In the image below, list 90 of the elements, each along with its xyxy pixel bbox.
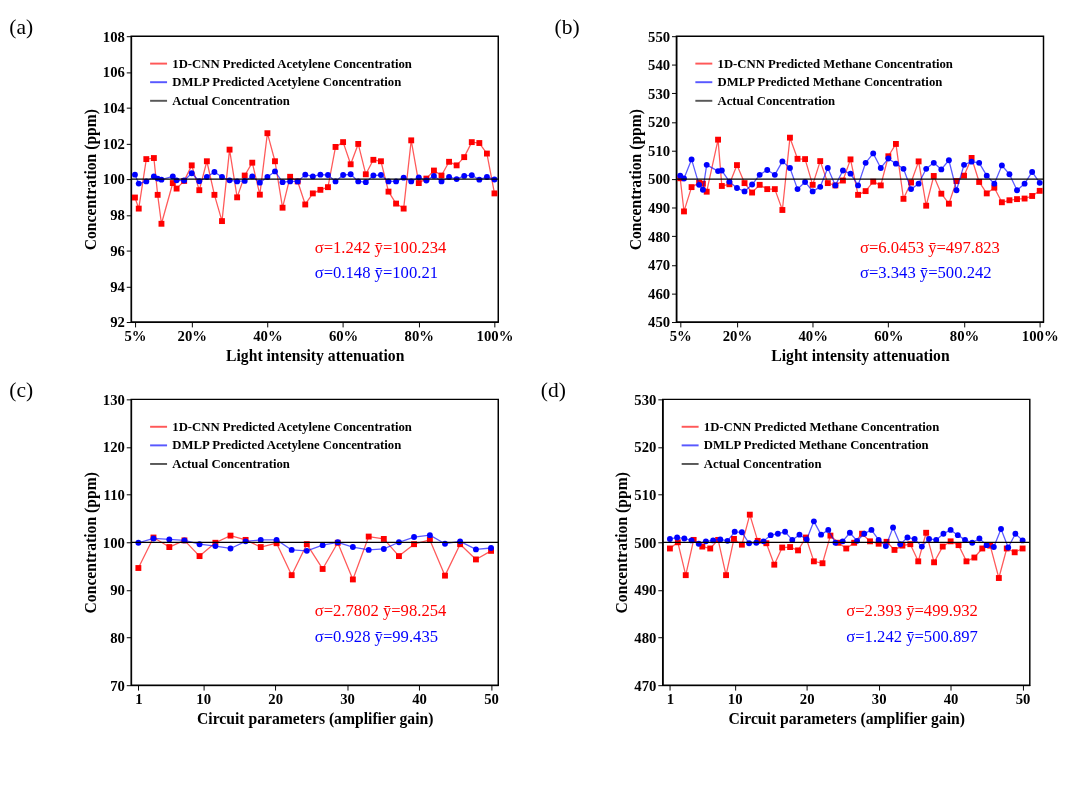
x-tick-label: 20 bbox=[799, 691, 815, 708]
y-tick-label: 96 bbox=[110, 242, 125, 259]
legend-label: Actual Concentration bbox=[172, 93, 290, 108]
y-tick-label: 530 bbox=[634, 391, 657, 408]
x-tick-label: 1 bbox=[135, 691, 143, 708]
annotation: σ=1.242 ȳ=100.234 bbox=[314, 237, 448, 257]
legend-label: 1D-CNN Predicted Acetylene Concentration bbox=[172, 419, 412, 434]
annotation: σ=0.928 ȳ=99.435 bbox=[314, 626, 439, 646]
x-tick-label: 100% bbox=[1021, 328, 1059, 345]
x-tick-label: 100% bbox=[476, 328, 514, 345]
legend-label: DMLP Predicted Methane Concentration bbox=[717, 75, 943, 90]
y-axis-title: Concentration (ppm) bbox=[81, 108, 100, 251]
y-tick-label: 100 bbox=[102, 171, 125, 188]
y-tick-label: 94 bbox=[110, 278, 126, 295]
annotation: σ=0.148 ȳ=100.21 bbox=[314, 263, 439, 283]
y-tick-label: 130 bbox=[102, 391, 125, 408]
y-axis-title: Concentration (ppm) bbox=[627, 108, 646, 251]
y-tick-label: 470 bbox=[648, 257, 671, 274]
legend-label: Actual Concentration bbox=[717, 93, 836, 108]
x-tick-label: 5% bbox=[124, 328, 147, 345]
annotation: σ=6.0453 ȳ=497.823 bbox=[859, 237, 1000, 257]
y-tick-label: 500 bbox=[634, 534, 657, 551]
y-tick-label: 102 bbox=[102, 135, 125, 152]
x-tick-label: 60% bbox=[328, 328, 359, 345]
y-tick-label: 510 bbox=[648, 142, 671, 159]
chart-title: (a) bbox=[9, 15, 34, 40]
y-tick-label: 490 bbox=[634, 582, 657, 599]
x-tick-label: 30 bbox=[871, 691, 887, 708]
annotation: σ=2.7802 ȳ=98.254 bbox=[314, 600, 448, 620]
y-tick-label: 450 bbox=[648, 314, 671, 331]
y-tick-label: 510 bbox=[634, 487, 657, 504]
legend-label: DMLP Predicted Acetylene Concentration bbox=[172, 438, 402, 453]
x-tick-label: 50 bbox=[1015, 691, 1031, 708]
x-tick-label: 50 bbox=[484, 691, 499, 708]
legend-label: DMLP Predicted Acetylene Concentration bbox=[172, 75, 402, 90]
x-tick-label: 80% bbox=[949, 328, 980, 345]
y-tick-label: 460 bbox=[648, 285, 671, 302]
y-tick-label: 104 bbox=[102, 100, 126, 117]
y-tick-label: 500 bbox=[648, 171, 671, 188]
x-tick-label: 30 bbox=[340, 691, 355, 708]
y-axis-title: Concentration (ppm) bbox=[81, 472, 100, 614]
x-axis-title: Circuit parameters (amplifier gain) bbox=[197, 709, 434, 728]
x-tick-label: 20 bbox=[268, 691, 283, 708]
legend-label: DMLP Predicted Methane Concentration bbox=[703, 438, 929, 453]
legend-label: 1D-CNN Predicted Methane Concentration bbox=[703, 419, 940, 434]
y-tick-label: 92 bbox=[110, 314, 125, 331]
y-tick-label: 110 bbox=[103, 487, 125, 504]
y-tick-label: 530 bbox=[648, 85, 671, 102]
x-axis-title: Light intensity attenuation bbox=[771, 346, 950, 365]
x-tick-label: 40% bbox=[253, 328, 283, 345]
legend-label: 1D-CNN Predicted Methane Concentration bbox=[717, 56, 953, 71]
legend-label: Actual Concentration bbox=[172, 456, 290, 471]
y-tick-label: 520 bbox=[648, 114, 671, 131]
chart-title: (d) bbox=[540, 378, 566, 403]
y-tick-label: 70 bbox=[110, 677, 125, 694]
x-tick-label: 1 bbox=[666, 691, 675, 708]
y-tick-label: 470 bbox=[634, 677, 657, 694]
x-tick-label: 20% bbox=[722, 328, 753, 345]
y-tick-label: 98 bbox=[110, 207, 125, 224]
x-axis-title: Circuit parameters (amplifier gain) bbox=[728, 709, 965, 728]
x-axis-title: Light intensity attenuation bbox=[226, 346, 405, 365]
x-tick-label: 10 bbox=[727, 691, 743, 708]
x-tick-label: 40 bbox=[943, 691, 959, 708]
y-tick-label: 100 bbox=[102, 534, 125, 551]
chart-title: (b) bbox=[554, 15, 580, 40]
annotation: σ=1.242 ȳ=500.897 bbox=[846, 626, 978, 646]
y-tick-label: 80 bbox=[110, 629, 125, 646]
x-tick-label: 20% bbox=[177, 328, 207, 345]
y-tick-label: 480 bbox=[648, 228, 671, 245]
y-axis-title: Concentration (ppm) bbox=[613, 472, 632, 614]
y-tick-label: 550 bbox=[648, 28, 671, 45]
legend-label: Actual Concentration bbox=[703, 456, 822, 471]
y-tick-label: 490 bbox=[648, 200, 671, 217]
x-tick-label: 5% bbox=[669, 328, 692, 345]
y-tick-label: 108 bbox=[102, 28, 125, 45]
x-tick-label: 80% bbox=[404, 328, 434, 345]
x-tick-label: 40% bbox=[798, 328, 828, 345]
annotation: σ=3.343 ȳ=500.242 bbox=[859, 263, 992, 283]
chart-title: (c) bbox=[9, 378, 34, 403]
y-tick-label: 90 bbox=[110, 582, 125, 599]
y-tick-label: 540 bbox=[648, 57, 671, 74]
x-tick-label: 10 bbox=[196, 691, 211, 708]
y-tick-label: 480 bbox=[634, 629, 657, 646]
x-tick-label: 60% bbox=[874, 328, 904, 345]
x-tick-label: 40 bbox=[412, 691, 427, 708]
legend-label: 1D-CNN Predicted Acetylene Concentration bbox=[172, 56, 412, 71]
y-tick-label: 106 bbox=[102, 64, 125, 81]
y-tick-label: 120 bbox=[102, 439, 125, 456]
annotation: σ=2.393 ȳ=499.932 bbox=[846, 600, 978, 620]
y-tick-label: 520 bbox=[634, 439, 657, 456]
